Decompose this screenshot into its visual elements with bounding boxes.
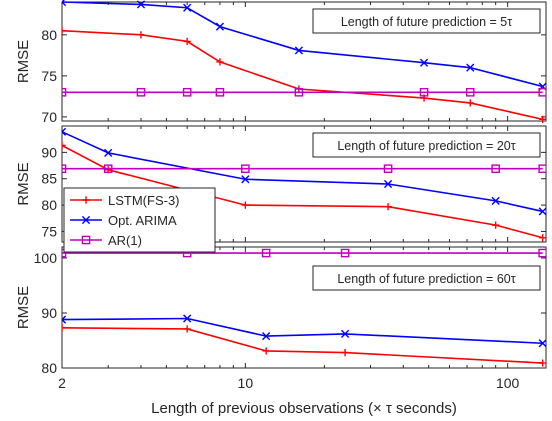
- data-point: [340, 248, 350, 258]
- annotation-label: Length of future prediction = 20τ: [337, 139, 515, 153]
- x-tick-label: 10: [238, 375, 254, 391]
- data-point: [183, 325, 191, 333]
- data-point: [419, 87, 429, 97]
- data-point: [466, 99, 474, 107]
- data-point: [136, 87, 146, 97]
- data-point: [538, 164, 546, 174]
- data-point: [384, 203, 392, 211]
- y-tick-label: 80: [41, 197, 57, 213]
- data-point: [62, 127, 67, 136]
- y-axis-label: RMSE: [15, 286, 32, 329]
- data-point: [183, 314, 192, 323]
- data-point: [62, 141, 66, 150]
- y-tick-label: 90: [41, 144, 57, 160]
- data-point: [183, 3, 192, 12]
- annotation-box: [312, 132, 541, 158]
- data-point: [136, 0, 146, 9]
- legend-item: Opt. ARIMA: [70, 213, 177, 228]
- data-point: [294, 87, 304, 97]
- annotation-box: [312, 265, 541, 291]
- y-tick-label: 100: [34, 250, 58, 266]
- data-point: [62, 27, 66, 35]
- data-point: [340, 329, 350, 338]
- data-point: [262, 332, 271, 341]
- chart-panel-1: 70 75 80 RMSE Length of future prediction = …: [15, 0, 547, 125]
- data-point: [262, 347, 270, 355]
- data-point: [465, 87, 475, 97]
- y-tick-label: 70: [41, 109, 57, 125]
- data-point: [419, 58, 429, 67]
- legend-label: LSTM(FS-3): [108, 193, 180, 208]
- data-point: [137, 31, 145, 39]
- data-point: [215, 87, 225, 97]
- data-point: [538, 207, 546, 216]
- data-point: [215, 22, 225, 31]
- x-axis-label: Length of previous observations (× τ sec…: [151, 400, 457, 417]
- legend-marker: [81, 215, 91, 225]
- data-point: [538, 87, 546, 97]
- data-point: [62, 315, 67, 324]
- data-point: [491, 196, 500, 205]
- data-point: [491, 164, 500, 174]
- annotation-label: Length of future prediction = 60τ: [337, 272, 515, 286]
- annotation-label: Length of future prediction = 5τ: [341, 15, 512, 29]
- x-tick-label: 100: [496, 375, 520, 391]
- plot-area: [61, 246, 547, 369]
- data-point: [241, 175, 250, 184]
- y-tick-label: 80: [41, 27, 57, 43]
- y-tick-label: 85: [41, 171, 57, 187]
- data-point: [182, 87, 192, 97]
- data-point: [216, 58, 224, 66]
- data-point: [341, 349, 349, 357]
- data-point: [62, 248, 67, 258]
- data-point: [241, 164, 250, 174]
- data-point: [62, 164, 67, 174]
- series-line-opt-arima: [62, 131, 543, 213]
- series-group: [62, 0, 546, 123]
- data-point: [294, 46, 303, 55]
- data-point: [383, 179, 393, 189]
- data-point: [383, 164, 393, 174]
- legend: LSTM(FS-3) Opt. ARIMA AR(1): [63, 187, 216, 253]
- legend-marker: [82, 196, 90, 204]
- y-tick-label: 90: [41, 305, 57, 321]
- y-tick-label: 75: [41, 223, 57, 239]
- legend-label: Opt. ARIMA: [108, 213, 177, 228]
- y-axis-label: RMSE: [15, 162, 32, 205]
- y-tick-label: 80: [41, 360, 57, 376]
- data-point: [104, 148, 113, 157]
- data-point: [241, 201, 249, 209]
- series-line-opt-arima: [62, 1, 543, 88]
- data-point: [62, 324, 66, 332]
- series-group: [62, 127, 546, 242]
- data-point: [539, 234, 546, 242]
- y-tick-label: 75: [41, 68, 57, 84]
- series-line-lstm-fs-3: [62, 144, 543, 239]
- data-point: [183, 37, 191, 45]
- y-axis-label: RMSE: [15, 40, 32, 83]
- legend-marker: [81, 235, 91, 245]
- chart-panel-3: 80 90 100 RMSE Length of future prediction =…: [15, 246, 547, 417]
- data-point: [62, 0, 67, 7]
- data-point: [62, 87, 67, 97]
- series-line-lstm-fs-3: [62, 29, 543, 121]
- data-point: [492, 221, 500, 229]
- data-point: [466, 63, 475, 72]
- data-point: [261, 248, 271, 258]
- legend-item: AR(1): [70, 233, 142, 248]
- data-point: [103, 164, 113, 174]
- legend-label: AR(1): [108, 233, 142, 248]
- annotation-box: [312, 8, 541, 34]
- data-point: [538, 248, 546, 258]
- series-group: [62, 248, 546, 367]
- data-point: [539, 359, 546, 367]
- data-point: [538, 339, 546, 348]
- x-tick-label: 2: [58, 375, 66, 391]
- legend-item: LSTM(FS-3): [70, 193, 180, 208]
- data-point: [539, 115, 546, 123]
